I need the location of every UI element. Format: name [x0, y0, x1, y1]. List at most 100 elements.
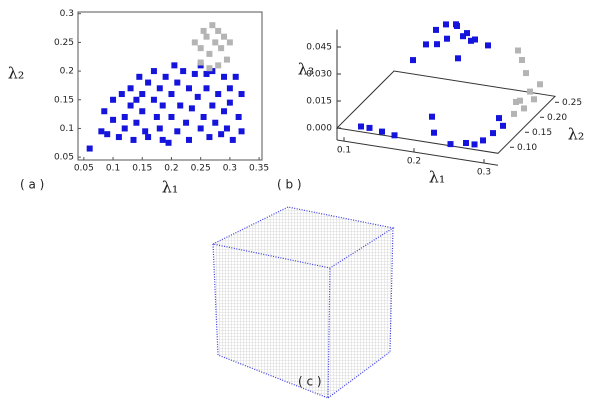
point: [180, 68, 187, 75]
point: [142, 128, 149, 135]
y-tick-label: 0.10: [517, 143, 537, 153]
floor: [335, 70, 557, 154]
point: [521, 105, 527, 112]
point: [86, 145, 93, 152]
x-tick-label: 0.1: [337, 146, 351, 156]
point: [226, 39, 233, 46]
point: [517, 97, 523, 104]
point: [229, 136, 236, 143]
point: [200, 27, 207, 34]
point: [118, 91, 125, 98]
point: [183, 119, 190, 126]
x-tick-label: 0.1: [106, 164, 120, 174]
point: [460, 33, 466, 40]
point: [171, 62, 178, 69]
point: [511, 110, 517, 117]
point: [98, 128, 105, 135]
z-axis-label: λ₃: [298, 60, 315, 79]
point: [537, 81, 543, 88]
point: [127, 85, 134, 92]
point: [209, 22, 216, 29]
point: [145, 134, 152, 141]
x-tick-label: 0.15: [132, 164, 152, 174]
point: [150, 96, 157, 103]
point: [197, 45, 204, 52]
x-tick-label: 0.25: [191, 164, 211, 174]
point: [358, 123, 364, 130]
point: [218, 131, 225, 138]
point: [212, 39, 219, 46]
x-tick-label: 0.3: [223, 164, 237, 174]
point: [203, 33, 210, 40]
point: [223, 125, 230, 132]
y-tick-label: 0.20: [547, 113, 567, 123]
point: [468, 37, 474, 44]
point: [218, 45, 225, 52]
point: [433, 26, 439, 33]
point: [136, 73, 143, 80]
point: [185, 85, 192, 92]
point: [203, 70, 210, 77]
x-tick-label: 0.3: [477, 168, 491, 178]
cube-right: [328, 228, 393, 398]
point: [110, 96, 117, 103]
point: [188, 105, 195, 112]
point: [197, 59, 204, 66]
point: [127, 102, 134, 109]
point: [185, 136, 192, 143]
point: [110, 116, 117, 123]
point: [221, 73, 228, 80]
point: [444, 35, 450, 42]
point: [447, 141, 454, 148]
point: [133, 119, 140, 126]
y-tick-label: 0.15: [532, 128, 552, 138]
point: [221, 33, 228, 40]
point: [168, 91, 175, 98]
point: [139, 108, 146, 115]
panel-label: ( a ): [20, 178, 44, 192]
point: [104, 131, 111, 138]
y-tick-label: 0.25: [562, 98, 582, 108]
point: [215, 27, 222, 34]
point: [139, 91, 146, 98]
point: [238, 91, 245, 98]
point: [410, 57, 416, 64]
point: [206, 65, 213, 72]
point: [168, 113, 175, 120]
cube-front: [213, 244, 330, 398]
point: [500, 122, 506, 129]
point: [121, 125, 128, 132]
point: [191, 39, 198, 46]
point: [496, 115, 502, 122]
point: [443, 21, 449, 28]
point: [162, 73, 169, 80]
y-axis-label: λ₂: [8, 64, 25, 83]
point: [434, 41, 440, 48]
point: [130, 136, 137, 143]
point: [203, 85, 210, 92]
point: [101, 108, 108, 115]
point: [156, 85, 163, 92]
point: [472, 36, 478, 43]
point: [226, 85, 233, 92]
point: [431, 129, 437, 136]
point: [177, 102, 184, 109]
point: [206, 50, 213, 57]
point: [471, 141, 478, 148]
point: [523, 70, 529, 77]
point: [121, 113, 128, 120]
point: [150, 68, 157, 75]
point: [212, 119, 219, 126]
plot-frame: [77, 11, 263, 161]
panel-label: ( c ): [298, 375, 322, 389]
y-tick-label: 0.1: [60, 124, 74, 134]
point: [485, 42, 491, 49]
point: [145, 79, 152, 86]
y-tick-label: 0.05: [54, 153, 74, 163]
point: [209, 102, 216, 109]
point: [159, 102, 166, 109]
cube-edges: [211, 206, 395, 399]
x-tick-label: 0.05: [74, 164, 94, 174]
point: [133, 96, 140, 103]
